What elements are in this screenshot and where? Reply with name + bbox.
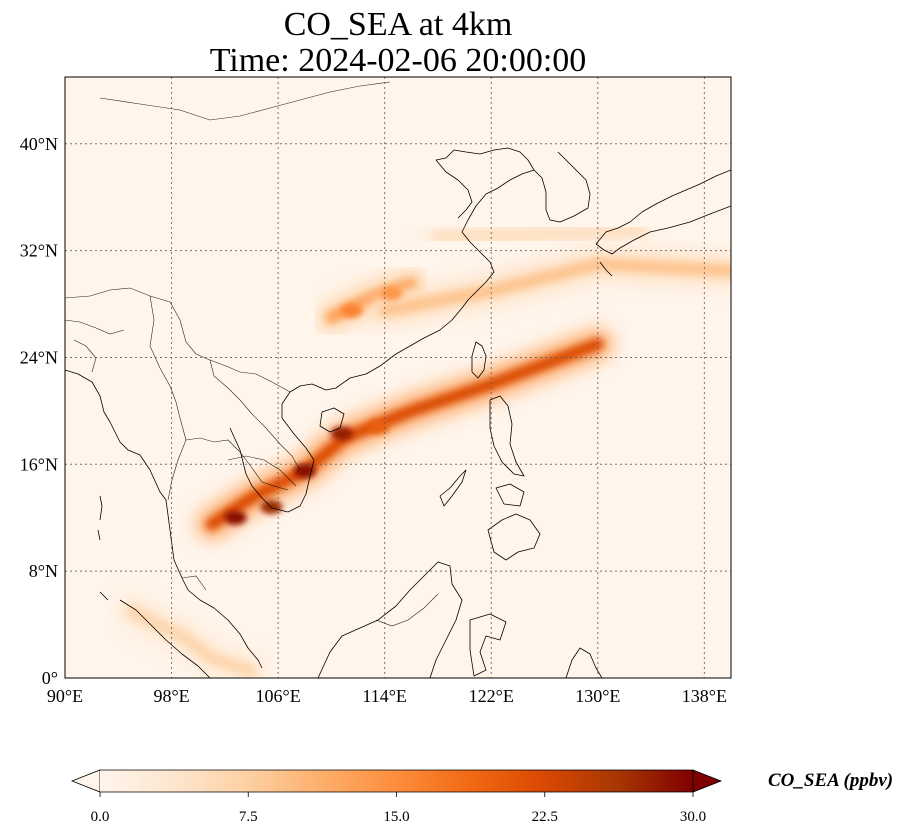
lon-tick-label: 130°E [575,686,620,706]
taiwan-coastline [471,341,487,379]
plume-sumatra-malacca [125,605,258,678]
map-title-line2: Time: 2024-02-06 20:00:00 [209,42,587,79]
colorbar-min-extension [70,769,101,793]
cambodia-border [227,455,297,487]
country-border-layer [65,81,439,627]
coastline-layer [65,147,731,678]
colorbar: 0.0 7.5 15.0 22.5 30.0 [70,769,723,825]
india-nepal-border [65,319,125,335]
lat-tick-label: 8°N [29,561,58,581]
japan-coastline [595,169,731,277]
map-frame [64,76,732,679]
colorbar-label: CO_SEA (ppbv) [768,770,894,791]
graticule-gridlines [65,77,731,678]
colorbar-tick-label: 22.5 [532,809,558,825]
korea-coastline [533,151,591,223]
new-guinea-coastline [565,647,603,678]
co-hotspot-7 [380,286,403,301]
colorbar-tick-label: 30.0 [680,809,706,825]
myanmar-border [149,295,187,501]
co-hotspot-1 [224,510,247,525]
asia-mainland-coastline [65,147,535,669]
lat-tick-label: 0° [42,668,58,688]
plume-east-china-to-japan [378,258,731,317]
sulawesi-coastline [469,613,507,677]
lat-tick-label: 24°N [20,347,58,367]
borneo-border [375,593,439,627]
co-hotspot-6 [340,303,363,318]
visayas-coastline [495,483,525,507]
lon-tick-label: 90°E [47,686,83,706]
luzon-coastline [489,395,525,477]
bangladesh-border [73,339,97,373]
lon-tick-label: 106°E [256,686,301,706]
lat-tick-label: 16°N [20,454,58,474]
mindanao-coastline [487,513,541,561]
sumatra-coastline [99,591,211,678]
hainan-coastline [319,407,345,433]
laos-vietnam-border [209,359,301,471]
map-plot-area [65,77,731,678]
latitude-tick-labels: 0° 8°N 16°N 24°N 32°N 40°N [20,134,58,688]
map-background [65,77,731,678]
co-hotspot-5 [367,419,390,434]
lon-tick-label: 122°E [469,686,514,706]
malaysia-border [181,575,207,591]
palawan-coastline [439,469,467,507]
lon-tick-label: 98°E [153,686,189,706]
colorbar-tick-label: 7.5 [239,809,258,825]
co-hotspot-4 [331,426,354,441]
mongolia-border [99,81,391,121]
colorbar-ticks: 0.0 7.5 15.0 22.5 30.0 [91,792,706,825]
colorbar-gradient [100,770,693,792]
colorbar-max-extension [692,769,723,793]
colorbar-tick-label: 15.0 [383,809,409,825]
map-title-line1: CO_SEA at 4km [283,6,513,43]
andaman-islands-coastline [97,495,103,541]
thailand-border [185,437,289,491]
china-southern-border [65,287,291,393]
co-hotspot-layer [224,286,403,525]
lon-tick-label: 138°E [682,686,727,706]
lon-tick-label: 114°E [362,686,407,706]
lat-tick-label: 32°N [20,241,58,261]
longitude-tick-labels: 90°E 98°E 106°E 114°E 122°E 130°E 138°E [47,686,727,706]
colorbar-tick-label: 0.0 [91,809,110,825]
lat-tick-label: 40°N [20,134,58,154]
borneo-coastline [317,561,463,678]
